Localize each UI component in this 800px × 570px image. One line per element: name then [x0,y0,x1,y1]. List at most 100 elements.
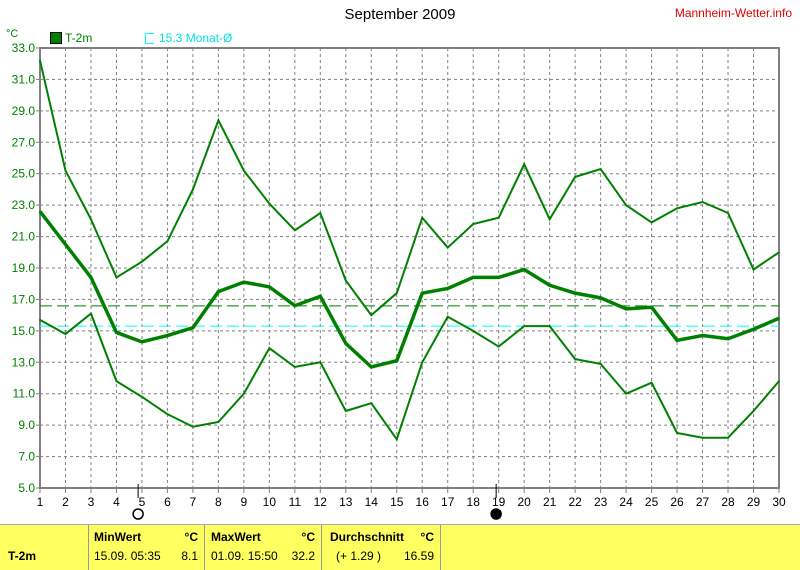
data-point-mean [676,339,678,342]
data-point-min [344,410,347,412]
data-point-min [497,345,500,348]
data-point-min [395,438,398,441]
temperature-chart: 1 2 3 4 5 6 7 8 9 10 11 12 13 14 15 16 17 18 19 20 21 22 23 24 2… [12,41,786,520]
data-point-min [778,380,780,382]
min-unit: °C [184,530,198,544]
data-point-max [676,207,678,210]
new-moon-icon [132,508,144,520]
data-point-mean [701,334,704,337]
data-point-mean [217,290,220,293]
data-point-max [650,221,653,224]
x-tick-label: 12 [314,495,328,509]
x-tick-label: 14 [365,495,379,509]
data-point-min [472,330,475,332]
data-point-min [727,436,729,439]
series-line-max [39,60,780,317]
data-point-mean [141,341,143,343]
x-tick-label: 1 [37,495,44,509]
data-point-max [497,216,500,219]
x-tick-label: 13 [339,495,353,509]
data-point-mean [421,292,424,294]
data-point-max [625,204,627,206]
data-point-min [90,312,92,315]
data-point-mean [727,337,729,340]
data-point-mean [523,268,525,271]
data-point-max [115,276,118,279]
legend-swatch-icon [50,32,62,44]
data-point-max [64,169,67,172]
data-point-mean [243,281,245,283]
data-point-max [39,59,41,62]
data-point-mean [599,297,602,299]
data-point-max [574,176,576,178]
data-point-mean [166,334,169,337]
avg-cell: Durchschnitt °C (+ 1.29 ) 16.59 [322,525,441,570]
data-point-min [574,358,576,360]
data-point-max [294,229,296,232]
legend-monthly-icon [145,33,154,44]
data-point-mean [39,210,41,213]
x-tick-label: 9 [241,495,248,509]
data-point-max [90,218,92,221]
data-point-min [294,366,296,368]
data-point-min [319,361,322,364]
full-moon-icon [490,508,502,520]
brand-link[interactable]: Mannheim-Wetter.info [674,6,792,20]
min-time: 15.09. 05:35 [94,549,161,563]
y-tick-label: 15.0 [12,324,36,338]
x-tick-label: 3 [88,495,95,509]
data-point-mean [192,326,194,329]
data-point-max [778,251,780,254]
y-axis-unit: °C [6,28,19,40]
min-cell: MinWert °C 15.09. 05:35 8.1 [88,525,205,570]
y-tick-label: 25.0 [12,167,36,181]
stats-table: T-2m MinWert °C 15.09. 05:35 8.1 MaxWert… [0,524,800,570]
y-tick-label: 7.0 [18,450,35,464]
max-value: 32.2 [291,549,315,563]
x-tick-label: 6 [164,495,171,509]
max-cell: MaxWert °C 01.09. 15:50 32.2 [205,525,322,570]
data-point-min [446,315,449,318]
x-tick-label: 4 [113,495,120,509]
data-point-mean [472,276,475,279]
data-point-min [421,361,424,364]
avg-header: Durchschnitt [330,530,405,544]
data-point-mean [548,284,551,287]
series-line-min [39,311,780,442]
min-header: MinWert [94,530,142,544]
data-point-min [268,347,271,349]
max-time: 01.09. 15:50 [211,549,278,563]
y-tick-label: 33.0 [12,41,36,55]
max-unit: °C [301,530,315,544]
y-tick-label: 19.0 [12,261,36,275]
chart-title: September 2009 [344,6,456,23]
data-point-max [599,168,602,170]
data-point-min [370,402,373,404]
data-point-mean [370,366,373,368]
x-tick-label: 22 [568,495,582,509]
data-point-min [243,392,245,395]
data-point-max [472,223,475,225]
avg-unit: °C [420,530,434,544]
x-tick-label: 27 [696,495,710,509]
data-point-min [523,325,525,327]
data-point-min [217,421,220,423]
x-tick-label: 11 [289,495,302,509]
x-tick-label: 30 [772,495,786,509]
data-point-mean [650,306,653,309]
y-tick-label: 31.0 [12,72,36,86]
data-point-max [217,119,220,122]
x-tick-label: 24 [619,495,633,509]
x-tick-label: 18 [467,495,481,509]
data-point-mean [497,276,500,279]
data-point-mean [778,317,780,320]
data-point-max [548,218,551,221]
data-point-max [523,163,525,166]
y-tick-label: 27.0 [12,135,36,149]
x-tick-label: 7 [190,495,197,509]
data-point-max [701,201,704,203]
y-tick-label: 9.0 [18,418,35,432]
x-tick-label: 8 [215,495,222,509]
x-tick-label: 20 [517,495,531,509]
data-point-min [548,325,551,327]
